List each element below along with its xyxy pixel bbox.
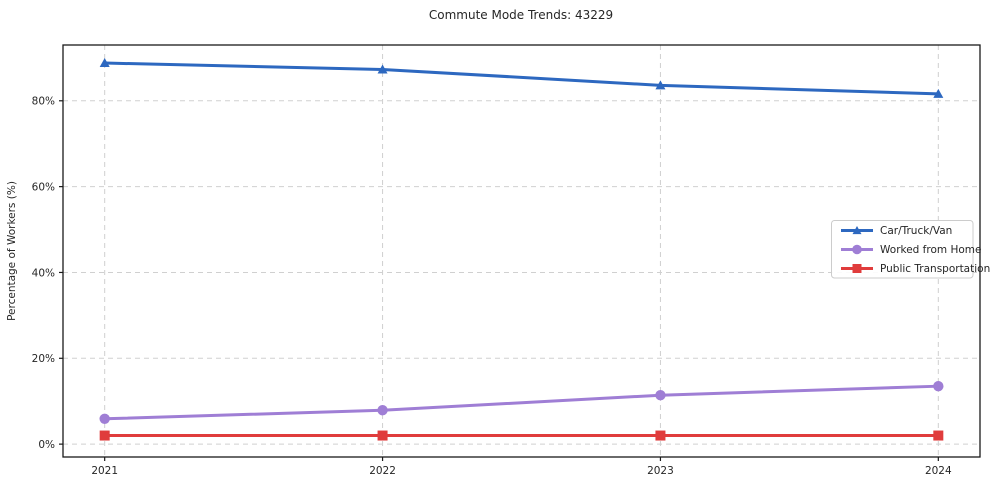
legend-item: Car/Truck/Van bbox=[841, 225, 952, 237]
series-line bbox=[103, 384, 940, 421]
legend-item: Public Transportation bbox=[841, 263, 990, 275]
legend: Car/Truck/Van Worked from Home Public Tran… bbox=[831, 220, 990, 279]
data-point-marker bbox=[933, 88, 944, 98]
x-tick-label: 2023 bbox=[647, 465, 674, 477]
y-tick-label: 60% bbox=[32, 181, 55, 193]
x-tick-label: 2024 bbox=[925, 465, 952, 477]
y-tick-label: 80% bbox=[32, 96, 55, 108]
y-tick-label: 0% bbox=[38, 439, 55, 451]
legend-box bbox=[831, 220, 974, 279]
series-line bbox=[103, 61, 940, 96]
data-point-marker bbox=[655, 80, 666, 90]
legend-label: Worked from Home bbox=[880, 244, 981, 256]
data-point-marker bbox=[99, 413, 110, 425]
legend-item: Worked from Home bbox=[841, 244, 981, 256]
data-point-marker bbox=[377, 405, 388, 416]
data-point-marker bbox=[655, 390, 666, 401]
legend-marker bbox=[852, 226, 862, 235]
chart-title: Commute Mode Trends: 43229 bbox=[429, 8, 613, 22]
x-tick-label: 2022 bbox=[369, 465, 396, 477]
data-point-marker bbox=[655, 430, 666, 441]
y-axis-label: Percentage of Workers (%) bbox=[6, 181, 18, 321]
data-point-marker bbox=[933, 430, 944, 441]
y-tick-label: 20% bbox=[32, 353, 55, 365]
x-tick-label: 2021 bbox=[91, 465, 118, 477]
data-point-marker bbox=[99, 58, 110, 68]
y-tick-label: 40% bbox=[32, 267, 55, 279]
legend-label: Car/Truck/Van bbox=[880, 225, 952, 237]
legend-label: Public Transportation bbox=[880, 263, 990, 275]
data-point-marker bbox=[377, 430, 388, 441]
data-point-marker bbox=[377, 64, 388, 74]
plot-border bbox=[62, 44, 981, 458]
data-point-marker bbox=[933, 380, 944, 392]
legend-marker bbox=[852, 264, 862, 273]
data-point-marker bbox=[99, 430, 110, 441]
legend-marker bbox=[852, 244, 862, 255]
